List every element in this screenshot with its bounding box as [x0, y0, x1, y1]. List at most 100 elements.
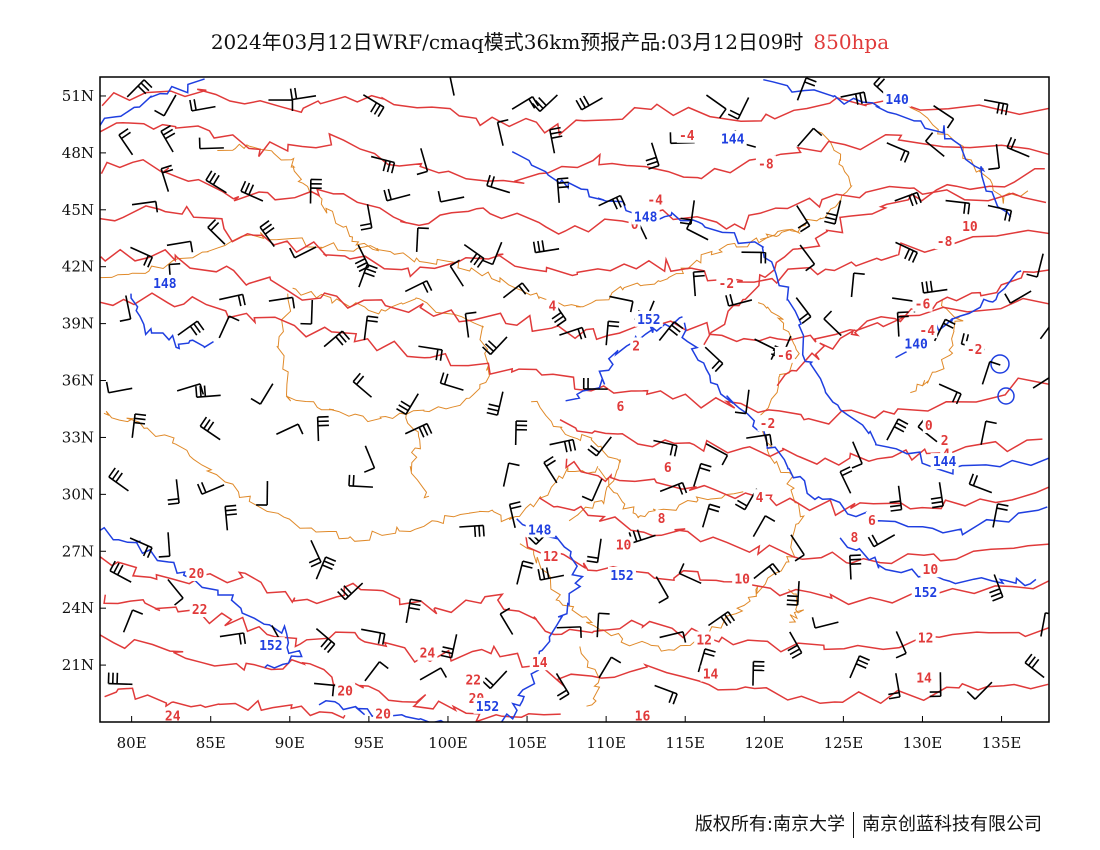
- wind-barb: [129, 537, 153, 559]
- height-label: 152: [607, 566, 636, 584]
- svg-text:0: 0: [631, 218, 639, 233]
- wind-barb: [195, 385, 221, 398]
- height-contour-line: [100, 526, 303, 669]
- height-label: 152: [473, 697, 502, 715]
- wind-barb: [799, 244, 816, 272]
- wind-barb: [752, 515, 776, 538]
- wind-barb: [598, 656, 622, 679]
- temperature-label: 22: [189, 601, 210, 618]
- temperature-label: 4: [546, 297, 559, 315]
- wind-barb: [988, 144, 1001, 171]
- height-label: 144: [718, 130, 747, 148]
- height-label: 148: [525, 521, 554, 538]
- boundary-line: [103, 410, 599, 542]
- temperature-label: -2: [964, 341, 985, 358]
- wind-barb: [482, 336, 508, 356]
- wind-barb: [276, 423, 304, 436]
- y-tick-label: 33N: [62, 428, 94, 446]
- svg-text:4: 4: [756, 491, 764, 506]
- wind-barb: [464, 311, 477, 338]
- svg-text:-6: -6: [777, 349, 793, 364]
- wind-barb: [556, 626, 582, 638]
- svg-text:22: 22: [192, 603, 208, 618]
- boundary-lines: [100, 95, 1029, 707]
- wind-barb: [933, 104, 955, 129]
- temperature-contour-line: [100, 292, 1049, 425]
- wind-barb: [105, 381, 133, 394]
- svg-text:8: 8: [851, 531, 859, 546]
- wind-barb: [701, 503, 721, 528]
- wind-barb: [219, 632, 247, 645]
- wind-barb: [486, 174, 511, 194]
- wind-barb: [300, 299, 314, 325]
- svg-text:-8: -8: [758, 157, 774, 172]
- svg-text:10: 10: [923, 563, 939, 578]
- height-contour-line: [500, 518, 585, 722]
- wind-barb: [658, 321, 684, 342]
- wind-barb: [596, 612, 610, 638]
- wind-barb: [659, 631, 687, 643]
- svg-text:6: 6: [616, 400, 624, 415]
- wind-barb: [850, 272, 865, 298]
- svg-text:144: 144: [933, 455, 957, 470]
- wind-barb: [514, 420, 528, 446]
- wind-barb: [348, 474, 373, 488]
- x-tick-label: 130E: [903, 734, 943, 752]
- wind-barb: [894, 191, 922, 207]
- wind-barb: [752, 660, 765, 686]
- y-tick-label: 42N: [62, 258, 94, 276]
- height-closed-contour: [990, 354, 1010, 374]
- wind-barb: [867, 534, 896, 548]
- wind-barb: [440, 634, 458, 659]
- wind-barb: [605, 320, 620, 346]
- wind-barb: [653, 439, 678, 457]
- wind-barb: [734, 389, 750, 415]
- wind-barb: [256, 481, 269, 506]
- map-title: 2024年03月12日WRF/cmaq模式36km预报产品:03月12日09时 8…: [0, 26, 1100, 55]
- temperature-label: 16: [632, 707, 653, 722]
- wind-barb: [746, 433, 773, 447]
- wind-barb: [459, 524, 485, 538]
- wind-barb: [754, 338, 777, 360]
- svg-text:0: 0: [925, 419, 933, 434]
- wind-barb: [705, 94, 727, 119]
- temperature-label: 10: [613, 536, 634, 554]
- wind-barb: [707, 611, 736, 627]
- temperature-label: -8: [755, 155, 776, 172]
- wind-barb: [981, 360, 1001, 385]
- svg-text:14: 14: [916, 671, 932, 686]
- wind-barb: [268, 99, 294, 112]
- svg-text:14: 14: [703, 668, 719, 683]
- temperature-contour-line: [103, 594, 1049, 705]
- temperature-label: 0: [922, 417, 935, 434]
- boundary-line: [519, 302, 805, 652]
- boundary-line: [400, 410, 430, 499]
- svg-text:6: 6: [664, 461, 672, 476]
- svg-text:22: 22: [465, 673, 481, 688]
- wind-barb: [219, 293, 246, 307]
- wind-barb: [895, 631, 907, 659]
- wind-barb: [362, 94, 385, 118]
- temperature-label: -6: [912, 295, 933, 313]
- temperature-contour-line: [100, 634, 561, 722]
- y-tick-label: 30N: [62, 485, 94, 503]
- temperature-contour-line: [703, 167, 1045, 346]
- temperature-contour-line: [104, 687, 346, 719]
- temperature-label: 6: [661, 458, 674, 476]
- wind-barb: [370, 155, 396, 174]
- svg-text:12: 12: [918, 632, 934, 647]
- temperature-label: 8: [655, 510, 668, 527]
- height-contour-line: [130, 293, 214, 350]
- wind-barb: [439, 372, 464, 391]
- wind-barb: [693, 462, 712, 487]
- wind-barb: [126, 79, 153, 98]
- wind-barb: [198, 137, 224, 150]
- wind-barb: [849, 655, 870, 679]
- wind-barb: [983, 99, 1009, 116]
- wind-barb: [555, 673, 570, 701]
- temperature-label: 8: [848, 528, 861, 546]
- svg-text:148: 148: [153, 277, 177, 292]
- height-label: 144: [930, 453, 959, 470]
- x-tick-label: 120E: [745, 734, 785, 752]
- boundary-line: [276, 287, 490, 423]
